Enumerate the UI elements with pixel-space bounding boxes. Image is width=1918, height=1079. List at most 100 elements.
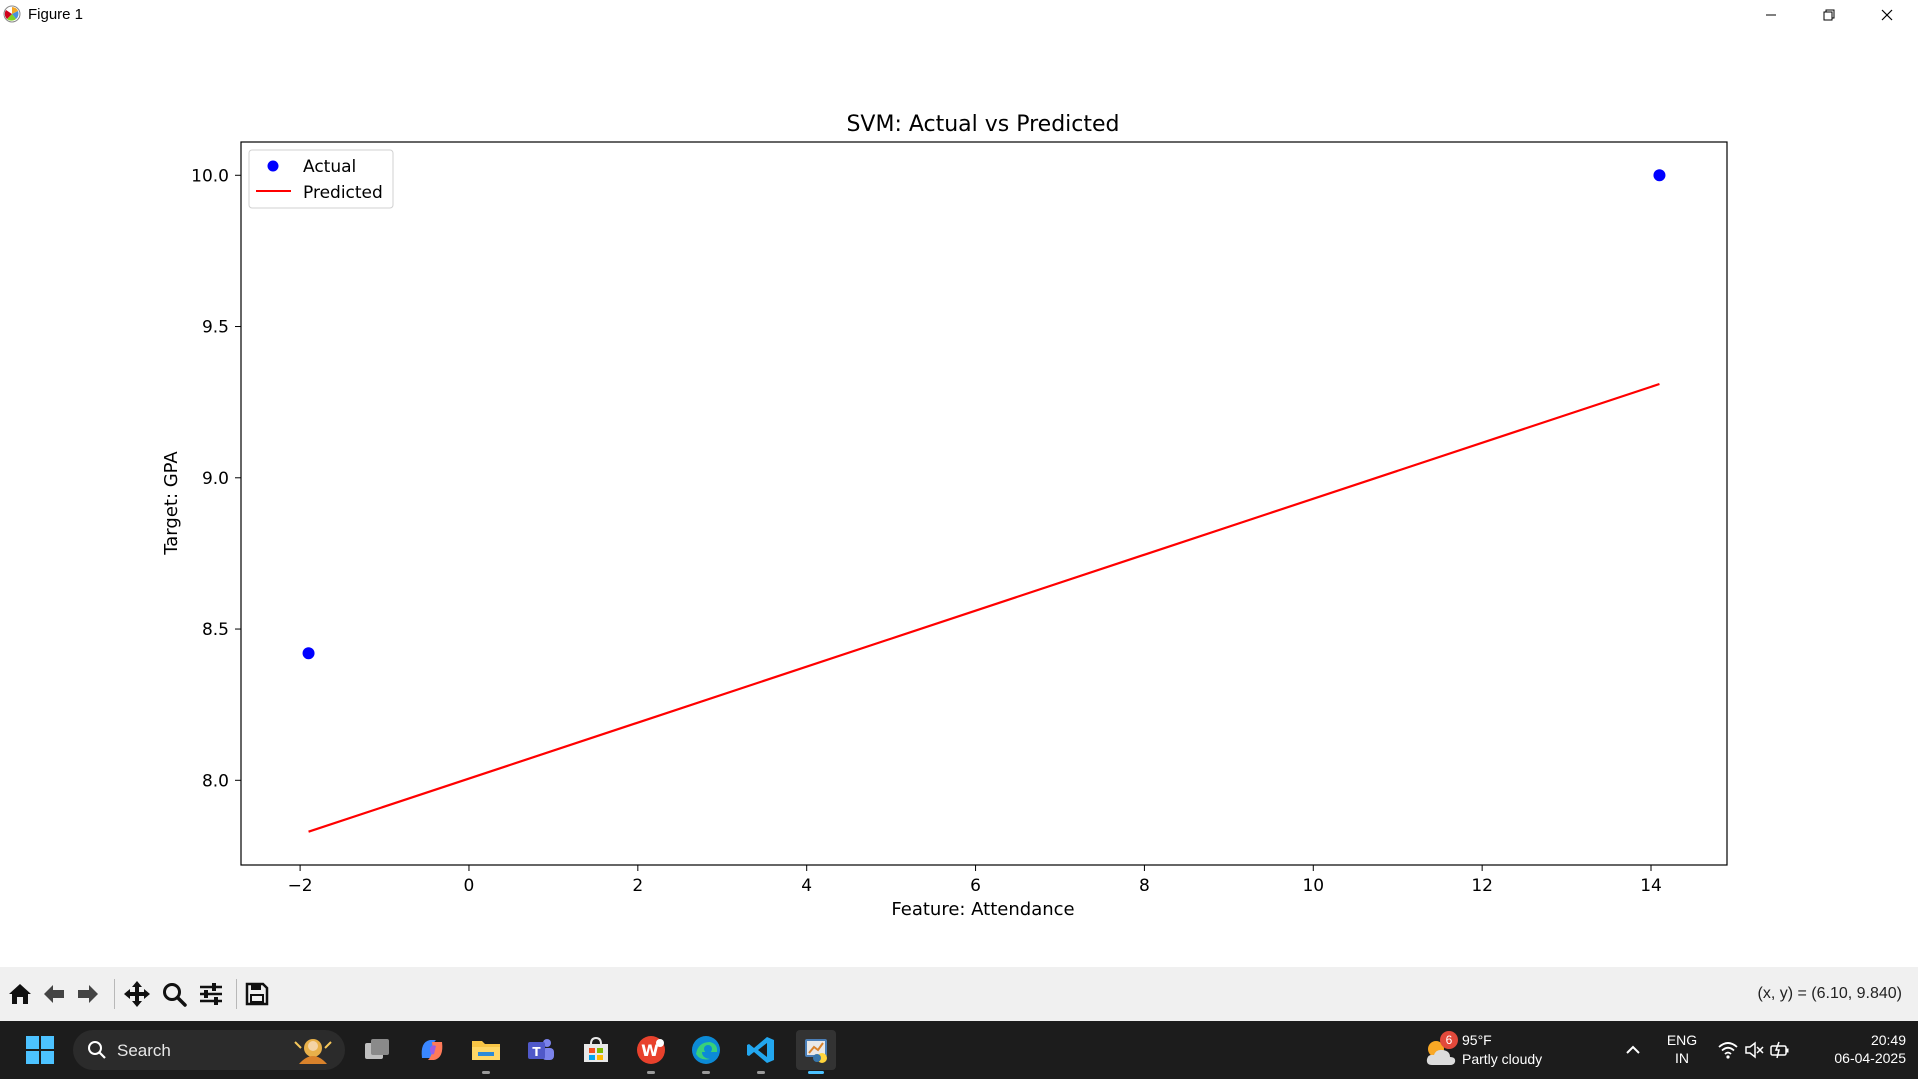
- battery-icon: [1770, 1041, 1789, 1059]
- svg-text:W: W: [641, 1041, 659, 1060]
- wps-office-button[interactable]: W: [631, 1030, 671, 1074]
- x-tick-label: 4: [801, 876, 812, 896]
- cursor-coordinates: (x, y) = (6.10, 9.840): [1757, 985, 1902, 1002]
- axes-frame: [240, 141, 1728, 866]
- running-indicator: [647, 1071, 655, 1074]
- x-axis-label: Feature: Attendance: [891, 899, 1074, 920]
- pan-button[interactable]: [120, 977, 154, 1011]
- legend-label-predicted: Predicted: [303, 183, 383, 203]
- clock[interactable]: 20:49 06-04-2025: [1806, 1031, 1906, 1071]
- y-tick-label: 8.0: [202, 771, 229, 791]
- configure-subplots-button[interactable]: [194, 977, 228, 1011]
- vscode-button[interactable]: [741, 1030, 781, 1074]
- store-icon: [584, 1036, 608, 1062]
- x-tick-label: 8: [1139, 876, 1150, 896]
- weather-widget[interactable]: 6 95°F Partly cloudy: [1420, 1027, 1570, 1073]
- arrow-left-icon: [44, 985, 64, 1003]
- x-tick-label: 0: [464, 876, 475, 896]
- home-button[interactable]: [3, 977, 37, 1011]
- show-hidden-icons-button[interactable]: [1620, 1037, 1646, 1063]
- search-icon: [88, 1041, 106, 1059]
- restore-icon: [1823, 9, 1835, 21]
- network-volume-battery-group[interactable]: [1712, 1035, 1792, 1065]
- forward-button[interactable]: [71, 977, 105, 1011]
- language-code: ENG: [1666, 1032, 1698, 1048]
- taskbar-search-box[interactable]: Search: [73, 1030, 345, 1070]
- vscode-icon: [747, 1037, 774, 1063]
- legend-box: [248, 149, 394, 209]
- close-icon: [1881, 9, 1893, 21]
- teams-icon: T: [528, 1039, 554, 1060]
- search-placeholder: Search: [117, 1041, 171, 1060]
- close-button[interactable]: [1858, 0, 1916, 30]
- figure-canvas[interactable]: SVM: Actual vs Predicted −2 0 2 4 6 8 10 12 14 8…: [0, 30, 1918, 967]
- folder-icon: [472, 1041, 500, 1060]
- wps-icon: W: [637, 1036, 665, 1064]
- minimize-button[interactable]: [1742, 0, 1800, 30]
- wifi-icon: [1718, 1042, 1738, 1059]
- x-tick-label: −2: [288, 876, 313, 896]
- predicted-line: [308, 382, 1660, 833]
- save-figure-button[interactable]: [240, 977, 274, 1011]
- matplotlib-app-icon: [3, 5, 21, 23]
- back-button[interactable]: [37, 977, 71, 1011]
- python-figure-button[interactable]: [796, 1030, 836, 1074]
- x-tick-label: 6: [970, 876, 981, 896]
- chart-svg[interactable]: SVM: Actual vs Predicted −2 0 2 4 6 8 10 12 14 8…: [0, 30, 1918, 967]
- edge-icon: [692, 1036, 720, 1064]
- region-code: IN: [1675, 1050, 1689, 1066]
- x-tick-label: 14: [1640, 876, 1662, 896]
- y-tick-label: 9.5: [202, 318, 229, 338]
- chart-title: SVM: Actual vs Predicted: [846, 112, 1119, 137]
- copilot-icon: [421, 1040, 443, 1060]
- copilot-button[interactable]: [412, 1030, 452, 1070]
- windows-logo-icon: [26, 1036, 54, 1064]
- actual-point: [302, 647, 315, 660]
- clock-time: 20:49: [1870, 1032, 1906, 1048]
- sliders-icon: [200, 983, 222, 1005]
- active-app-indicator: [808, 1071, 824, 1074]
- file-explorer-button[interactable]: [466, 1030, 506, 1074]
- matplotlib-toolbar: (x, y) = (6.10, 9.840): [0, 967, 1918, 1021]
- y-tick-label: 8.5: [202, 620, 229, 640]
- volume-muted-icon: [1745, 1041, 1764, 1059]
- task-view-button[interactable]: [357, 1030, 397, 1070]
- weather-badge: 6: [1440, 1031, 1458, 1049]
- home-icon: [9, 984, 31, 1004]
- x-tick-label: 10: [1302, 876, 1324, 896]
- task-view-icon: [365, 1039, 389, 1059]
- partly-cloudy-icon: [1426, 1041, 1456, 1065]
- window-titlebar: Figure 1: [0, 0, 1918, 31]
- microsoft-store-button[interactable]: [576, 1030, 616, 1070]
- actual-point: [1653, 169, 1666, 182]
- x-tick-label: 2: [632, 876, 643, 896]
- magnifier-icon: [163, 983, 187, 1007]
- edge-browser-button[interactable]: [686, 1030, 726, 1074]
- clock-date: 06-04-2025: [1834, 1050, 1906, 1066]
- floppy-disk-icon: [245, 982, 269, 1006]
- zoom-button[interactable]: [157, 977, 191, 1011]
- restore-button[interactable]: [1800, 0, 1858, 30]
- start-button[interactable]: [20, 1030, 60, 1070]
- svg-text:T: T: [532, 1045, 541, 1059]
- y-tick-label: 9.0: [202, 469, 229, 489]
- window-title: Figure 1: [28, 6, 84, 23]
- legend: Actual Predicted: [248, 149, 394, 209]
- python-icon: [805, 1039, 827, 1063]
- running-indicator: [482, 1071, 490, 1074]
- toolbar-separator: [236, 979, 237, 1009]
- running-indicator: [702, 1071, 710, 1074]
- weather-temperature: 95°F: [1462, 1032, 1492, 1048]
- y-axis-label: Target: GPA: [161, 451, 182, 556]
- weather-condition: Partly cloudy: [1462, 1051, 1543, 1067]
- language-indicator[interactable]: ENG IN: [1660, 1031, 1704, 1071]
- teams-button[interactable]: T: [521, 1030, 561, 1070]
- move-icon: [124, 981, 150, 1007]
- running-indicator: [757, 1071, 765, 1074]
- search-highlight-icon: [294, 1039, 332, 1064]
- legend-label-actual: Actual: [303, 157, 356, 177]
- y-tick-label: 10.0: [191, 166, 229, 186]
- windows-taskbar: Search T W: [0, 1021, 1918, 1079]
- toolbar-separator: [114, 979, 115, 1009]
- x-tick-label: 12: [1471, 876, 1493, 896]
